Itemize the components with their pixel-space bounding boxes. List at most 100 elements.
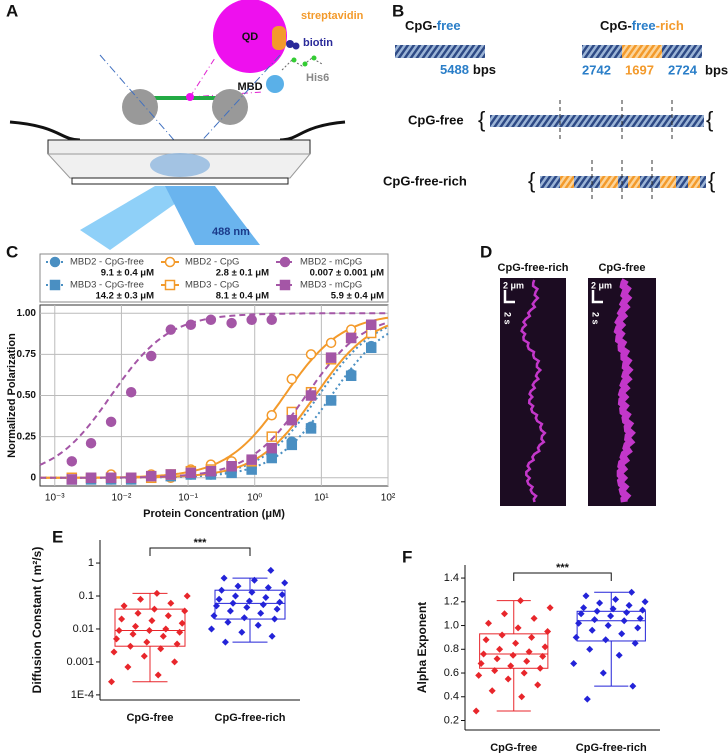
point	[124, 663, 132, 671]
marker	[105, 472, 117, 484]
point	[625, 601, 633, 609]
x-tick-label: CpG-free-rich	[215, 712, 286, 724]
point	[620, 617, 628, 625]
his-residue	[302, 61, 308, 67]
point	[134, 609, 142, 617]
marker	[365, 342, 377, 354]
point	[108, 678, 115, 686]
dna-helix-rich	[660, 176, 676, 188]
panel-label: D	[480, 242, 492, 261]
legend-kd: 14.2 ± 0.3 μM	[95, 291, 154, 302]
point	[498, 631, 506, 639]
y-tick-label: 0.8	[444, 643, 459, 655]
point	[572, 633, 580, 641]
panel-label: F	[402, 547, 412, 566]
x-tick-label: CpG-free	[126, 712, 173, 724]
point	[518, 693, 526, 701]
marker	[226, 461, 237, 472]
marker	[365, 319, 377, 330]
legend-label: MBD3 - CpG	[185, 280, 239, 291]
point	[259, 601, 267, 609]
point	[140, 652, 148, 660]
point	[504, 675, 512, 683]
dna-helix	[490, 115, 704, 127]
laser-beam	[80, 186, 200, 250]
point	[507, 662, 515, 670]
point	[110, 648, 118, 656]
legend-frame	[39, 253, 389, 303]
point	[539, 652, 547, 660]
quantum-dot	[213, 0, 287, 73]
point	[268, 632, 276, 640]
scale-bar	[591, 290, 603, 304]
point	[276, 598, 284, 606]
scale-label: 2 s	[591, 312, 601, 325]
x-tick-label: 10⁻¹	[178, 493, 198, 504]
legend-label: MBD2 - CpG	[185, 257, 239, 268]
point	[485, 619, 492, 627]
point	[628, 588, 636, 596]
point	[641, 598, 649, 606]
length-value: 5488	[440, 62, 469, 77]
point	[240, 614, 248, 622]
point	[245, 597, 253, 605]
point	[271, 615, 279, 623]
point	[496, 645, 504, 653]
panel-label: C	[6, 242, 18, 261]
point	[546, 604, 554, 612]
point	[157, 645, 165, 653]
point	[113, 635, 120, 643]
point	[623, 609, 631, 616]
laser-beam	[165, 186, 260, 245]
point	[525, 648, 533, 656]
box	[214, 589, 286, 620]
scale-label: 2 μm	[591, 280, 612, 290]
point	[586, 645, 594, 653]
point	[591, 616, 599, 624]
point	[523, 657, 531, 665]
length-value: 2724	[668, 62, 698, 77]
marker	[325, 337, 337, 349]
x-tick-label: 10²	[381, 493, 396, 504]
y-tick-label: 1E-4	[71, 689, 94, 701]
significance: ***	[556, 562, 570, 574]
dna-helix-rich	[628, 176, 640, 188]
point	[512, 639, 520, 647]
marker	[325, 352, 337, 363]
point	[208, 625, 215, 633]
length-value: 1697	[625, 62, 654, 77]
point	[636, 614, 644, 622]
point	[278, 591, 286, 599]
point	[229, 599, 237, 607]
y-tick-label: 0.4	[444, 691, 459, 703]
label: MBD	[237, 81, 262, 93]
point	[164, 612, 172, 620]
length: 5488 bps	[440, 62, 496, 77]
x-tick-label: CpG-free	[490, 742, 537, 753]
marker	[226, 317, 237, 329]
title-part: free	[632, 18, 656, 33]
dna-helix	[662, 45, 702, 58]
marker	[145, 350, 157, 362]
title: CpG-free	[405, 18, 461, 33]
point	[148, 617, 156, 625]
brace: {	[708, 168, 715, 193]
flow-cell-wall	[9, 120, 346, 142]
marker	[266, 442, 277, 454]
point	[602, 636, 610, 644]
his6-linker	[281, 57, 323, 71]
marker	[345, 370, 357, 382]
point	[477, 660, 485, 667]
x-axis-label: Protein Concentration (μM)	[143, 508, 285, 520]
marker	[66, 474, 78, 485]
unit: bps	[705, 62, 728, 77]
brace: {	[478, 107, 485, 132]
point	[224, 618, 232, 626]
point	[171, 658, 179, 666]
point	[488, 687, 496, 695]
legend-kd: 8.1 ± 0.4 μM	[216, 291, 269, 302]
label: 488 nm	[212, 226, 250, 238]
point	[580, 604, 588, 612]
point	[575, 619, 583, 627]
label: biotin	[303, 37, 333, 49]
